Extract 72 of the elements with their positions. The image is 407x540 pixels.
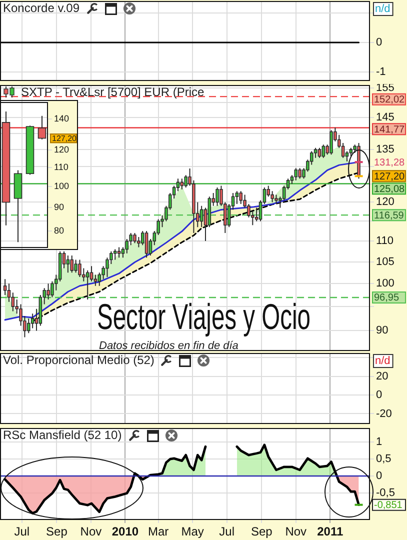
y-tick-label: 110 <box>54 162 68 172</box>
annotation: Datos recibidos en fin de día <box>99 340 238 352</box>
candlestick <box>341 142 345 158</box>
candlestick <box>239 190 242 205</box>
y-tick-label: 120 <box>54 144 70 154</box>
y-tick-label: 0 <box>376 470 382 482</box>
y-tick-label: 110 <box>376 235 394 248</box>
candlestick <box>216 187 219 206</box>
x-tick-label: Mar <box>148 524 169 539</box>
x-tick-label: 2010 <box>112 524 139 539</box>
y-tick-label: 90 <box>54 202 64 212</box>
candlestick <box>200 205 204 228</box>
x-tick-label: Nov <box>285 524 307 539</box>
candlestick <box>3 278 7 296</box>
text: n/d <box>375 355 390 368</box>
candlestick <box>38 115 46 140</box>
candlestick <box>86 270 90 300</box>
y-tick-label: -20 <box>376 408 392 420</box>
candlestick <box>78 259 82 278</box>
annotation: 131,28 <box>374 157 406 168</box>
chart-title: Vol. Proporcional Medio (52) <box>3 353 154 367</box>
candlestick <box>94 274 98 286</box>
candlestick <box>14 170 22 243</box>
chart-title: SXTP - Trv&Lsr [5700] EUR (Price <box>21 85 204 99</box>
ref-line-label: 141,77 <box>374 124 406 136</box>
candlestick <box>176 178 180 192</box>
candlestick <box>38 294 42 326</box>
y-tick-label: -0,5 <box>376 486 395 499</box>
y-tick-label: 140 <box>54 114 70 124</box>
annotation: 127,20 <box>374 171 406 182</box>
candlestick <box>11 292 15 312</box>
y-tick-label: 0 <box>376 36 382 49</box>
y-tick-label: 90 <box>376 324 388 337</box>
y-tick-label: 20 <box>376 370 388 382</box>
candlestick <box>2 111 10 226</box>
candlestick <box>117 246 121 258</box>
candlestick <box>30 313 34 329</box>
ref-line-label: 125,08 <box>374 184 406 195</box>
text: n/d <box>375 3 390 16</box>
chart-title: RSc Mansfield (52 10) <box>3 428 122 442</box>
candlestick <box>46 283 50 300</box>
x-tick-label: Jul <box>14 524 30 539</box>
y-tick-label: 100 <box>376 278 394 290</box>
ref-line-label: 152,02 <box>374 94 406 106</box>
y-tick-label: -1 <box>376 66 386 78</box>
ref-line-label: 116,59 <box>374 210 404 222</box>
candlestick <box>66 255 70 274</box>
x-tick-label: Nov <box>80 524 102 539</box>
x-tick-label: May <box>181 524 204 539</box>
candlestick <box>235 190 239 205</box>
candlestick <box>322 144 326 158</box>
candlestick <box>82 268 86 282</box>
chart-title: Koncorde v.09 <box>3 1 80 15</box>
y-tick-label: 135 <box>376 144 394 156</box>
y-tick-label: 105 <box>376 256 394 268</box>
y-tick-label: 120 <box>376 196 394 208</box>
x-tick-label: Jul <box>219 524 234 539</box>
x-tick-label: Sep <box>46 524 68 539</box>
y-tick-label: 80 <box>54 226 64 236</box>
text: Sector Viajes y Ocio <box>97 296 310 337</box>
candlestick <box>90 266 94 282</box>
annotation: 127,20 <box>52 134 78 143</box>
y-tick-label: 0 <box>376 389 382 402</box>
x-tick-label: 2011 <box>317 524 344 539</box>
ref-line-label: 96,95 <box>374 292 400 304</box>
y-tick-label: 1 <box>376 436 382 448</box>
y-tick-label: 0,5 <box>376 453 392 466</box>
candlestick <box>27 318 30 334</box>
y-tick-label: 100 <box>54 180 70 191</box>
x-tick-label: Sep <box>250 524 273 539</box>
annotation: -0,851 <box>374 500 403 512</box>
y-tick-label: 145 <box>376 112 394 124</box>
